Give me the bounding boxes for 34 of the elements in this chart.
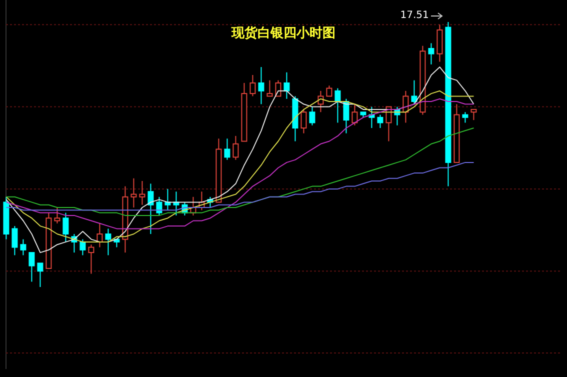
candlestick: [224, 138, 230, 160]
candlestick: [88, 244, 94, 274]
candlestick: [284, 72, 290, 100]
candlestick: [80, 238, 86, 256]
chart-title: 现货白银四小时图: [230, 25, 336, 42]
candlestick: [12, 226, 18, 256]
candlestick: [300, 108, 307, 134]
text: 17.51: [400, 10, 429, 21]
candlestick: [411, 80, 418, 105]
candlestick: [105, 228, 112, 256]
candlestick: [28, 252, 35, 282]
candlestick: [148, 183, 154, 234]
candlestick: [428, 42, 434, 65]
candlestick: [377, 114, 384, 128]
candlestick: [343, 98, 350, 134]
candlestick: [139, 180, 146, 206]
candlestick: [54, 207, 60, 224]
candlestick: [258, 66, 264, 105]
candlestick: [309, 106, 316, 126]
candlestick: [37, 262, 44, 287]
candlestick: [462, 112, 468, 124]
candlestick: [266, 80, 273, 97]
candlestick: [250, 74, 256, 97]
candlestick: [334, 88, 341, 124]
candlestick: [470, 108, 477, 121]
candlestick: [20, 238, 26, 256]
candlestick: [62, 212, 69, 242]
candlestick: [318, 90, 324, 113]
candlestick: [436, 24, 443, 62]
candlestick: [130, 178, 137, 208]
candlestick: [156, 196, 162, 216]
candlestick: [326, 85, 332, 97]
candlestick: [352, 104, 358, 126]
candlestick: [232, 135, 239, 160]
